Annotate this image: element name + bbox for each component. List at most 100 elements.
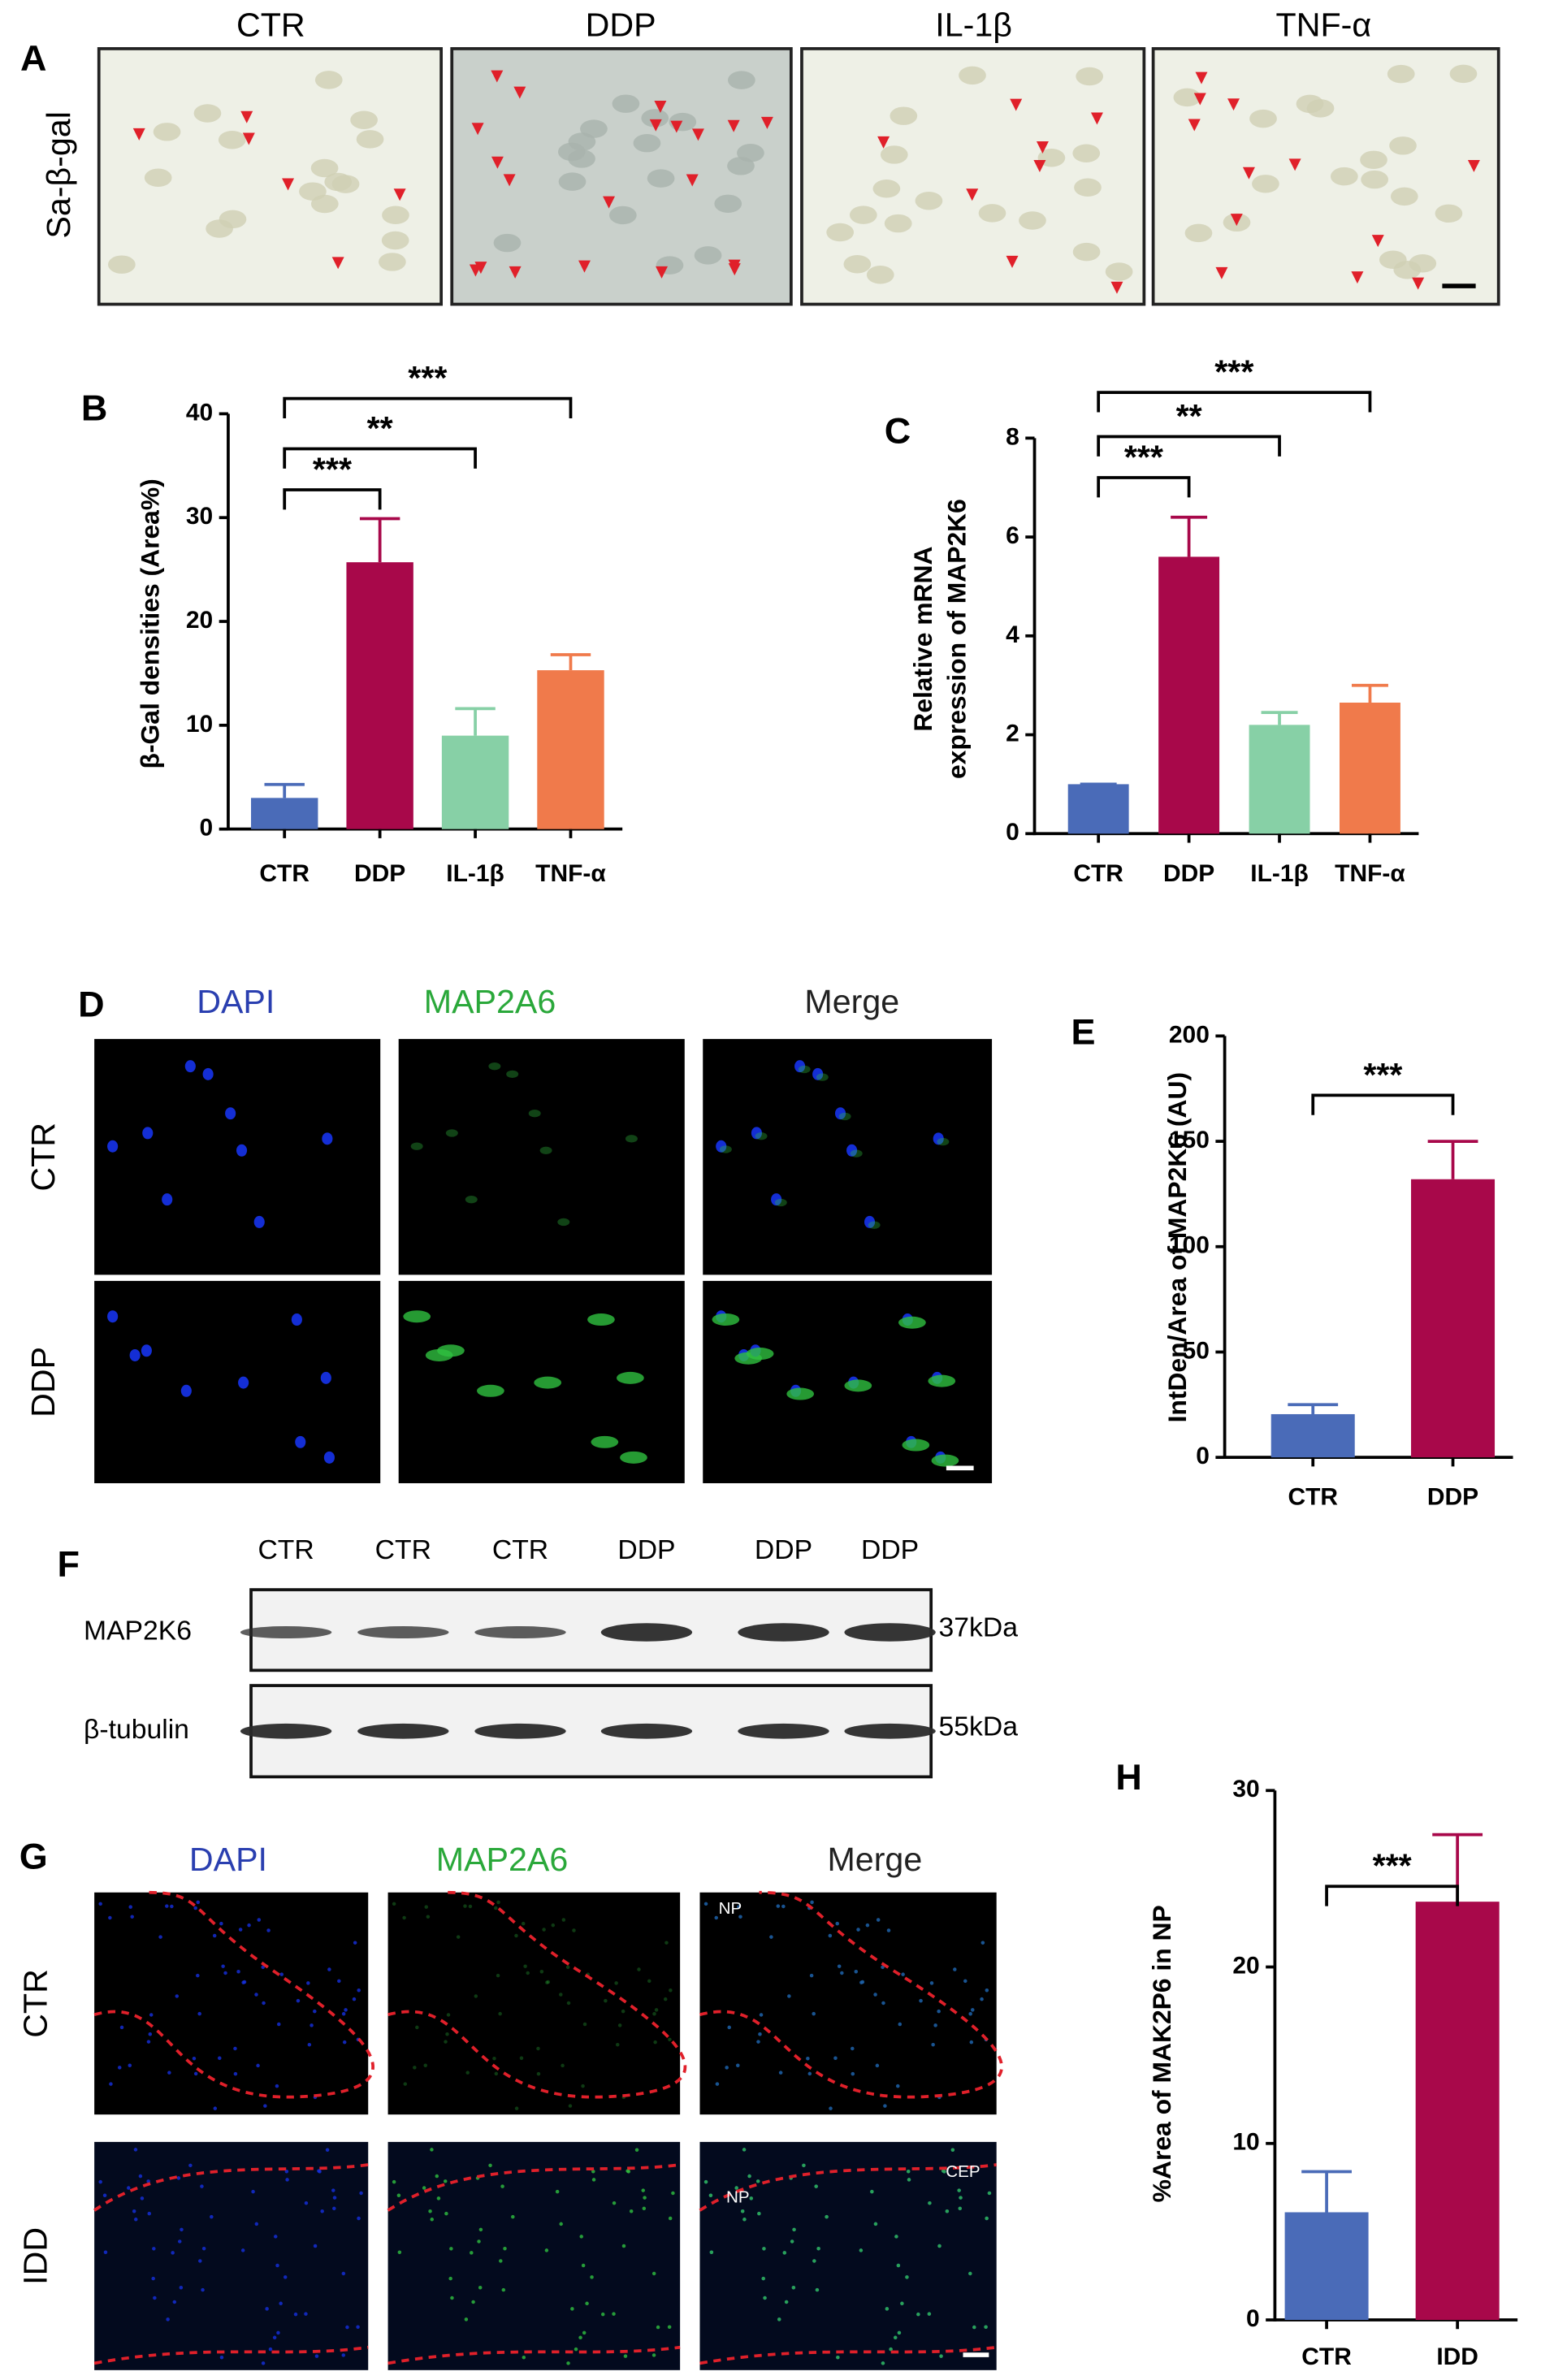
dot: [519, 2056, 524, 2060]
cell: [107, 1310, 119, 1323]
dot: [959, 2196, 963, 2200]
dot: [357, 2216, 361, 2221]
dot: [919, 1998, 923, 2003]
y-axis-label: %Area of MAK2P6 in NP: [1147, 1905, 1176, 2202]
dot: [496, 1900, 500, 1905]
cell: [1072, 144, 1101, 162]
dot: [758, 2032, 762, 2036]
y-axis-label: expression of MAP2K6: [941, 499, 971, 779]
dot: [233, 2071, 238, 2076]
dot: [341, 2271, 346, 2276]
dot: [555, 2189, 560, 2194]
dot: [703, 2179, 708, 2184]
dot: [193, 1906, 197, 1910]
cell: [880, 145, 908, 164]
dot: [179, 2286, 184, 2290]
dot: [146, 2040, 151, 2044]
dot: [886, 1928, 891, 1932]
dot: [929, 1981, 934, 1985]
dot: [781, 1904, 786, 1909]
significance-label: ***: [1214, 353, 1253, 391]
arrowhead: [1230, 214, 1243, 227]
tissue-image: [699, 2141, 997, 2370]
dot: [897, 2330, 902, 2335]
dot: [629, 2209, 634, 2213]
dot: [709, 2250, 714, 2254]
x-tick-label: CTR: [1301, 2343, 1352, 2370]
dot: [896, 2263, 901, 2268]
cell: [620, 1451, 647, 1464]
dot: [109, 2082, 113, 2086]
dot: [856, 1928, 860, 1932]
cell: [184, 1060, 196, 1073]
dot: [522, 2355, 526, 2360]
dot: [828, 1933, 833, 1938]
cell: [737, 144, 764, 162]
x-tick-label: TNF-α: [1335, 860, 1405, 887]
dot: [353, 1941, 357, 1945]
blot: [249, 1588, 933, 1672]
dot: [963, 1979, 967, 1984]
dot: [285, 2178, 289, 2182]
cell: [129, 1348, 141, 1361]
bar: [1284, 2212, 1369, 2321]
dot: [859, 2248, 864, 2252]
dot: [715, 2082, 720, 2086]
bar: [346, 562, 413, 829]
cell: [928, 1374, 956, 1387]
lane-label: DDP: [861, 1534, 919, 1565]
dot: [192, 2056, 197, 2061]
arrowhead: [242, 132, 255, 145]
cell: [488, 1062, 501, 1071]
dot: [668, 2216, 673, 2221]
significance-bracket: [1311, 1093, 1455, 1115]
dot: [559, 1993, 563, 1997]
tissue-image: [699, 1892, 997, 2115]
dot: [738, 1915, 742, 1919]
fluorescence-image: [703, 1039, 993, 1275]
y-tick-label: 20: [1232, 1952, 1259, 1979]
dot: [138, 2174, 143, 2179]
micrograph: [1151, 47, 1500, 306]
column-label: IL-1β: [935, 6, 1012, 44]
x-tick-label: IL-1β: [446, 860, 504, 887]
boundary: [387, 1890, 687, 2099]
dot: [257, 1918, 262, 1922]
dot: [898, 2022, 903, 2027]
dot: [200, 2184, 204, 2188]
dot: [814, 2184, 818, 2188]
y-tick-label: 150: [1169, 1127, 1210, 1153]
cell: [219, 210, 247, 229]
boundary: [387, 2163, 681, 2365]
dot: [778, 2071, 783, 2075]
y-tick-label: 4: [1006, 621, 1019, 648]
tissue-image: [94, 2141, 369, 2370]
y-axis-label: Relative mRNA: [908, 546, 937, 731]
dot: [928, 2200, 932, 2205]
arrowhead: [1467, 159, 1480, 172]
dot: [749, 2196, 754, 2200]
dot: [651, 2271, 656, 2276]
size-label: 55kDa: [939, 1711, 1019, 1742]
dot: [985, 1988, 989, 1993]
dot: [833, 2056, 838, 2060]
dot: [968, 2271, 972, 2276]
dot: [791, 2286, 796, 2290]
dot: [708, 2193, 713, 2197]
column-label: Merge: [804, 983, 899, 1020]
cell: [1387, 64, 1415, 84]
arrowhead: [1195, 71, 1208, 84]
dot: [865, 1923, 870, 1928]
dot: [456, 1935, 461, 1939]
cell: [1184, 223, 1213, 243]
dot: [612, 2312, 616, 2316]
cell: [1379, 250, 1407, 270]
cell: [202, 1067, 214, 1080]
dot: [223, 1971, 227, 1975]
dot: [444, 2211, 448, 2216]
dot: [423, 2063, 427, 2068]
dot: [426, 1915, 431, 1919]
dot: [875, 2063, 880, 2068]
dot: [511, 2214, 515, 2219]
dot: [617, 2023, 622, 2027]
